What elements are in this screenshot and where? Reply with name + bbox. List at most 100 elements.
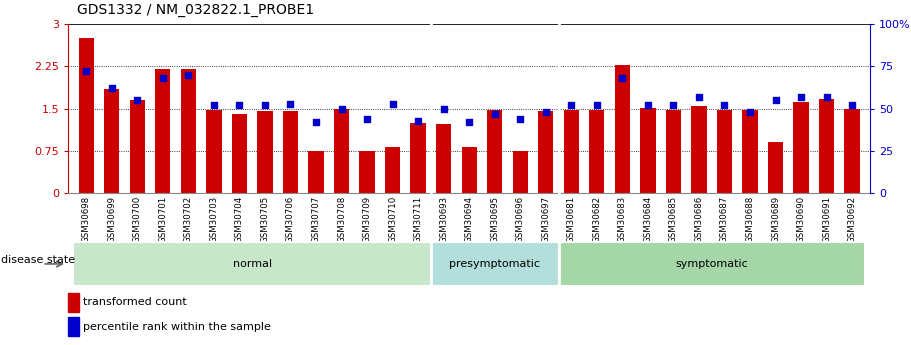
Bar	[231, 114, 247, 193]
Bar	[666, 110, 681, 193]
Text: GSM30699: GSM30699	[107, 196, 117, 243]
Point	[181, 72, 196, 78]
Text: GSM30708: GSM30708	[337, 196, 346, 243]
Bar	[615, 65, 630, 193]
Bar	[129, 100, 145, 193]
Text: GSM30683: GSM30683	[618, 196, 627, 243]
Point	[232, 102, 247, 108]
Point	[742, 109, 757, 115]
Text: GSM30703: GSM30703	[210, 196, 219, 243]
Bar	[487, 110, 502, 193]
Point	[640, 102, 655, 108]
Text: symptomatic: symptomatic	[675, 259, 748, 269]
Point	[334, 106, 349, 111]
Bar	[844, 109, 860, 193]
Point	[462, 119, 476, 125]
Point	[411, 118, 425, 123]
Bar	[436, 125, 451, 193]
Text: GSM30702: GSM30702	[184, 196, 193, 243]
Bar	[564, 110, 579, 193]
Text: GSM30691: GSM30691	[822, 196, 831, 243]
Text: disease state: disease state	[1, 256, 75, 265]
Bar	[78, 38, 94, 193]
Bar	[640, 108, 656, 193]
Point	[615, 76, 630, 81]
Point	[564, 102, 578, 108]
Point	[793, 94, 808, 100]
Point	[258, 102, 272, 108]
Bar	[282, 111, 298, 193]
Text: transformed count: transformed count	[83, 297, 187, 307]
Bar	[104, 89, 119, 193]
Text: GSM30692: GSM30692	[847, 196, 856, 243]
Text: GSM30697: GSM30697	[541, 196, 550, 243]
Text: GSM30709: GSM30709	[363, 196, 372, 243]
Bar	[385, 147, 400, 193]
Bar	[819, 99, 834, 193]
Point	[691, 94, 706, 100]
Point	[589, 102, 604, 108]
Text: GSM30698: GSM30698	[82, 196, 91, 243]
Text: GDS1332 / NM_032822.1_PROBE1: GDS1332 / NM_032822.1_PROBE1	[77, 3, 314, 17]
Bar	[68, 293, 79, 312]
Point	[79, 69, 94, 74]
Text: GSM30705: GSM30705	[261, 196, 270, 243]
Text: GSM30711: GSM30711	[414, 196, 423, 243]
Point	[819, 94, 834, 100]
Point	[156, 76, 170, 81]
Bar	[462, 147, 476, 193]
Text: GSM30700: GSM30700	[133, 196, 142, 243]
Text: percentile rank within the sample: percentile rank within the sample	[83, 322, 271, 332]
Bar	[308, 151, 323, 193]
Bar	[768, 142, 783, 193]
Point	[105, 86, 119, 91]
Bar	[68, 317, 79, 336]
Point	[436, 106, 451, 111]
Text: normal: normal	[232, 259, 271, 269]
Text: GSM30701: GSM30701	[159, 196, 168, 243]
Bar	[717, 110, 732, 193]
FancyBboxPatch shape	[431, 241, 558, 286]
Text: GSM30704: GSM30704	[235, 196, 244, 243]
Point	[360, 116, 374, 121]
Point	[207, 102, 221, 108]
Text: GSM30694: GSM30694	[465, 196, 474, 243]
Text: GSM30690: GSM30690	[796, 196, 805, 243]
Text: GSM30695: GSM30695	[490, 196, 499, 243]
Point	[283, 101, 298, 106]
Text: GSM30687: GSM30687	[720, 196, 729, 243]
Bar	[206, 110, 221, 193]
Bar	[359, 151, 374, 193]
Point	[844, 102, 859, 108]
Bar	[180, 69, 196, 193]
Text: GSM30689: GSM30689	[771, 196, 780, 243]
Text: GSM30706: GSM30706	[286, 196, 295, 243]
FancyBboxPatch shape	[558, 241, 865, 286]
Text: GSM30710: GSM30710	[388, 196, 397, 243]
Text: GSM30685: GSM30685	[669, 196, 678, 243]
Bar	[513, 151, 527, 193]
Bar	[691, 106, 707, 193]
Text: GSM30684: GSM30684	[643, 196, 652, 243]
Text: GSM30686: GSM30686	[694, 196, 703, 243]
Bar	[793, 102, 809, 193]
Point	[666, 102, 681, 108]
Bar	[742, 110, 758, 193]
Bar	[589, 110, 605, 193]
Bar	[155, 69, 170, 193]
Text: GSM30682: GSM30682	[592, 196, 601, 243]
Point	[487, 111, 502, 117]
Text: GSM30693: GSM30693	[439, 196, 448, 243]
Text: GSM30681: GSM30681	[567, 196, 576, 243]
Bar	[538, 111, 553, 193]
Point	[717, 102, 732, 108]
Bar	[257, 111, 272, 193]
Text: GSM30688: GSM30688	[745, 196, 754, 243]
Point	[513, 116, 527, 121]
Point	[130, 97, 145, 103]
FancyBboxPatch shape	[74, 241, 431, 286]
Point	[768, 97, 783, 103]
Point	[309, 119, 323, 125]
Point	[385, 101, 400, 106]
Text: presymptomatic: presymptomatic	[449, 259, 540, 269]
